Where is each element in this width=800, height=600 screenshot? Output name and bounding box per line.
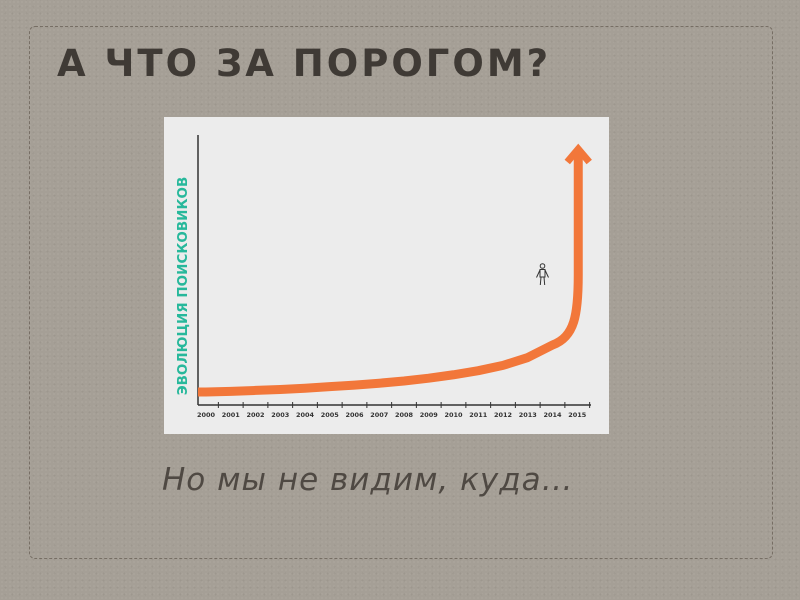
x-tick-label: 2002 bbox=[246, 411, 264, 419]
curve-arrowhead bbox=[564, 143, 592, 165]
person-icon bbox=[536, 263, 549, 286]
x-tick-label: 2008 bbox=[395, 411, 414, 419]
chart: ЭВОЛЮЦИЯ ПОИСКОВИКОВ 2000 2001 2002 2003 200… bbox=[164, 117, 609, 434]
slide-title: А ЧТО ЗА ПОРОГОМ? bbox=[57, 42, 552, 85]
y-axis-label: ЭВОЛЮЦИЯ ПОИСКОВИКОВ bbox=[175, 177, 191, 396]
x-axis-tick-labels: 2000 2001 2002 2003 2004 2005 2006 2007 2008 2009… bbox=[197, 411, 587, 419]
x-tick-label: 2001 bbox=[222, 411, 241, 419]
x-tick-label: 2006 bbox=[345, 411, 364, 419]
x-tick-label: 2011 bbox=[469, 411, 488, 419]
x-tick-label: 2009 bbox=[420, 411, 439, 419]
slide-frame bbox=[29, 26, 773, 559]
x-axis-ticks bbox=[217, 402, 591, 408]
x-tick-label: 2004 bbox=[296, 411, 315, 419]
x-tick-label: 2000 bbox=[197, 411, 216, 419]
x-tick-label: 2003 bbox=[271, 411, 289, 419]
x-tick-label: 2013 bbox=[519, 411, 537, 419]
x-tick-label: 2014 bbox=[543, 411, 562, 419]
x-tick-label: 2005 bbox=[321, 411, 340, 419]
x-tick-label: 2015 bbox=[568, 411, 587, 419]
series-line bbox=[198, 151, 583, 397]
x-tick-label: 2010 bbox=[444, 411, 463, 419]
chart-svg: ЭВОЛЮЦИЯ ПОИСКОВИКОВ 2000 2001 2002 2003 200… bbox=[175, 135, 592, 419]
x-tick-label: 2007 bbox=[370, 411, 388, 419]
x-tick-label: 2012 bbox=[494, 411, 512, 419]
slide-subtitle: Но мы не видим, куда… bbox=[162, 462, 574, 498]
